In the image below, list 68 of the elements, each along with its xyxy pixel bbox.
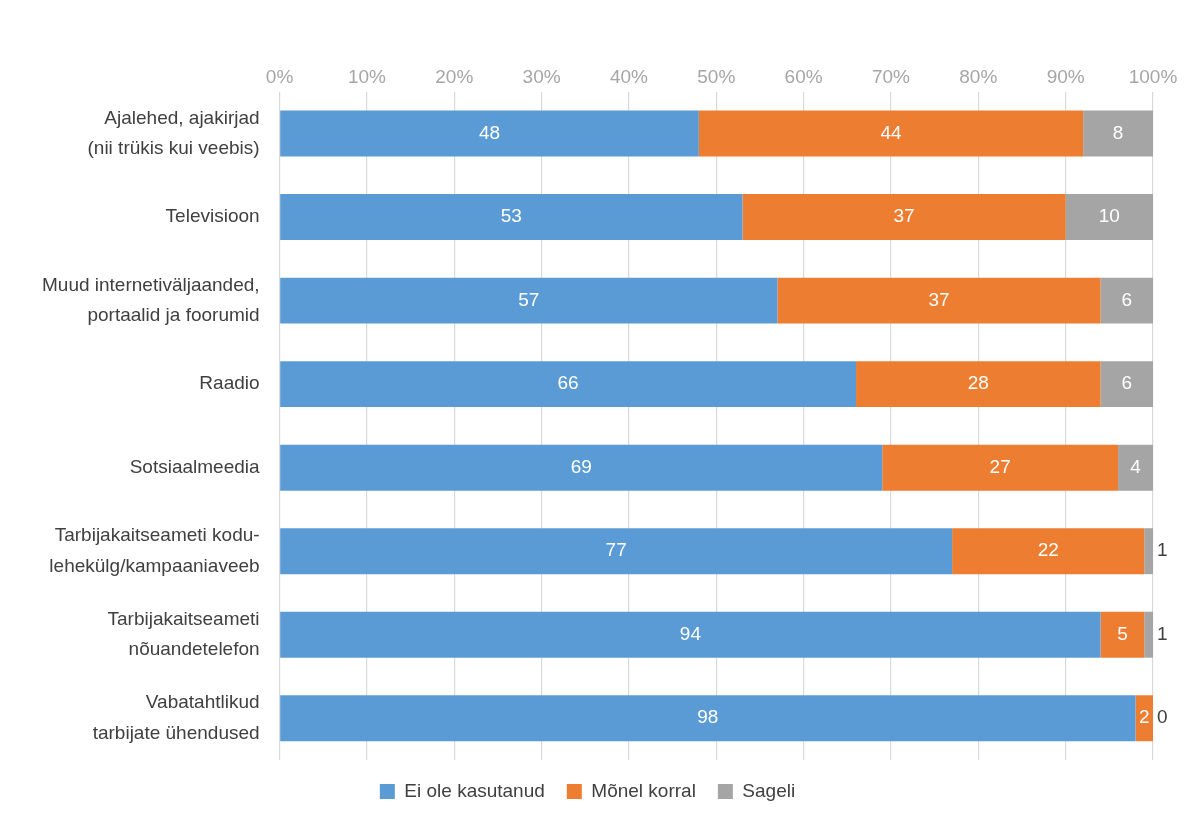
data-label: 1 (1157, 622, 1168, 644)
bar (742, 194, 1066, 241)
data-label: 66 (557, 372, 579, 394)
data-label: 98 (697, 706, 719, 728)
bar (1100, 361, 1153, 408)
data-label: 22 (1037, 539, 1059, 561)
data-label: 27 (989, 455, 1011, 477)
y-tick-label: Raadio (199, 372, 260, 394)
bar (280, 361, 857, 408)
data-label: 37 (928, 288, 950, 310)
y-tick-label: Ajalehed, ajakirjad (nii trükis kui veebis) (87, 106, 260, 158)
data-label: 37 (893, 205, 915, 227)
x-tick-label: 0% (265, 65, 294, 87)
x-tick-label: 80% (959, 65, 998, 87)
data-label: 4 (1130, 455, 1142, 477)
data-label: 77 (605, 539, 627, 561)
legend-label: Ei ole kasutanud (404, 779, 545, 801)
data-label: 2 (1138, 706, 1150, 728)
bar (1100, 277, 1153, 324)
data-label: 6 (1121, 288, 1133, 310)
x-tick-label: 100% (1128, 65, 1178, 87)
x-tick-label: 20% (435, 65, 474, 87)
data-label: 28 (967, 372, 989, 394)
data-label: 69 (570, 455, 592, 477)
y-tick-label: Televisioon (165, 205, 260, 227)
x-tick-label: 30% (522, 65, 561, 87)
bar (698, 110, 1084, 157)
bar (952, 528, 1145, 575)
x-tick-label: 60% (784, 65, 823, 87)
x-tick-label: 40% (609, 65, 649, 87)
x-tick-label: 10% (347, 65, 387, 87)
data-label: 1 (1157, 539, 1168, 561)
bar (1118, 444, 1153, 491)
bar (1144, 611, 1153, 658)
data-label: 8 (1112, 121, 1124, 143)
y-tick-label: Vabatahtlikud tarbijate ühendused (92, 691, 260, 743)
x-tick-label: 50% (697, 65, 736, 87)
bar (1083, 110, 1153, 157)
bar (280, 444, 883, 491)
x-tick-label: 90% (1046, 65, 1085, 87)
data-label: 48 (478, 121, 501, 143)
data-label: 0 (1157, 706, 1168, 728)
bar (777, 277, 1101, 324)
bar (1144, 528, 1153, 575)
bar (280, 611, 1101, 658)
data-label: 10 (1098, 205, 1120, 227)
y-tick-label: Tarbijakaitseameti nõuandetelefon (107, 607, 260, 660)
bar (882, 444, 1119, 491)
bar (1065, 194, 1153, 241)
y-tick-label: Sotsiaalmeedia (129, 455, 261, 477)
y-tick-label: Muud internetiväljaanded, portaalid ja foorumid (42, 273, 260, 326)
bar (280, 110, 699, 157)
y-tick-label: Tarbijakaitseameti kodu- lehekülg/kampaaniaveeb (49, 524, 260, 576)
bar (280, 695, 1136, 742)
bar (280, 277, 778, 324)
bar (1100, 611, 1145, 658)
data-label: 53 (500, 205, 522, 227)
bar (280, 528, 953, 575)
data-label: 94 (679, 622, 702, 644)
legend-label: Sageli (742, 779, 796, 801)
x-tick-label: 70% (871, 65, 911, 87)
data-label: 57 (518, 288, 540, 310)
bar (280, 194, 743, 241)
legend-label: Mõnel korral (591, 779, 696, 801)
data-label: 6 (1121, 372, 1133, 394)
data-label: 44 (880, 121, 902, 143)
data-label: 5 (1117, 622, 1128, 644)
bar (856, 361, 1101, 408)
